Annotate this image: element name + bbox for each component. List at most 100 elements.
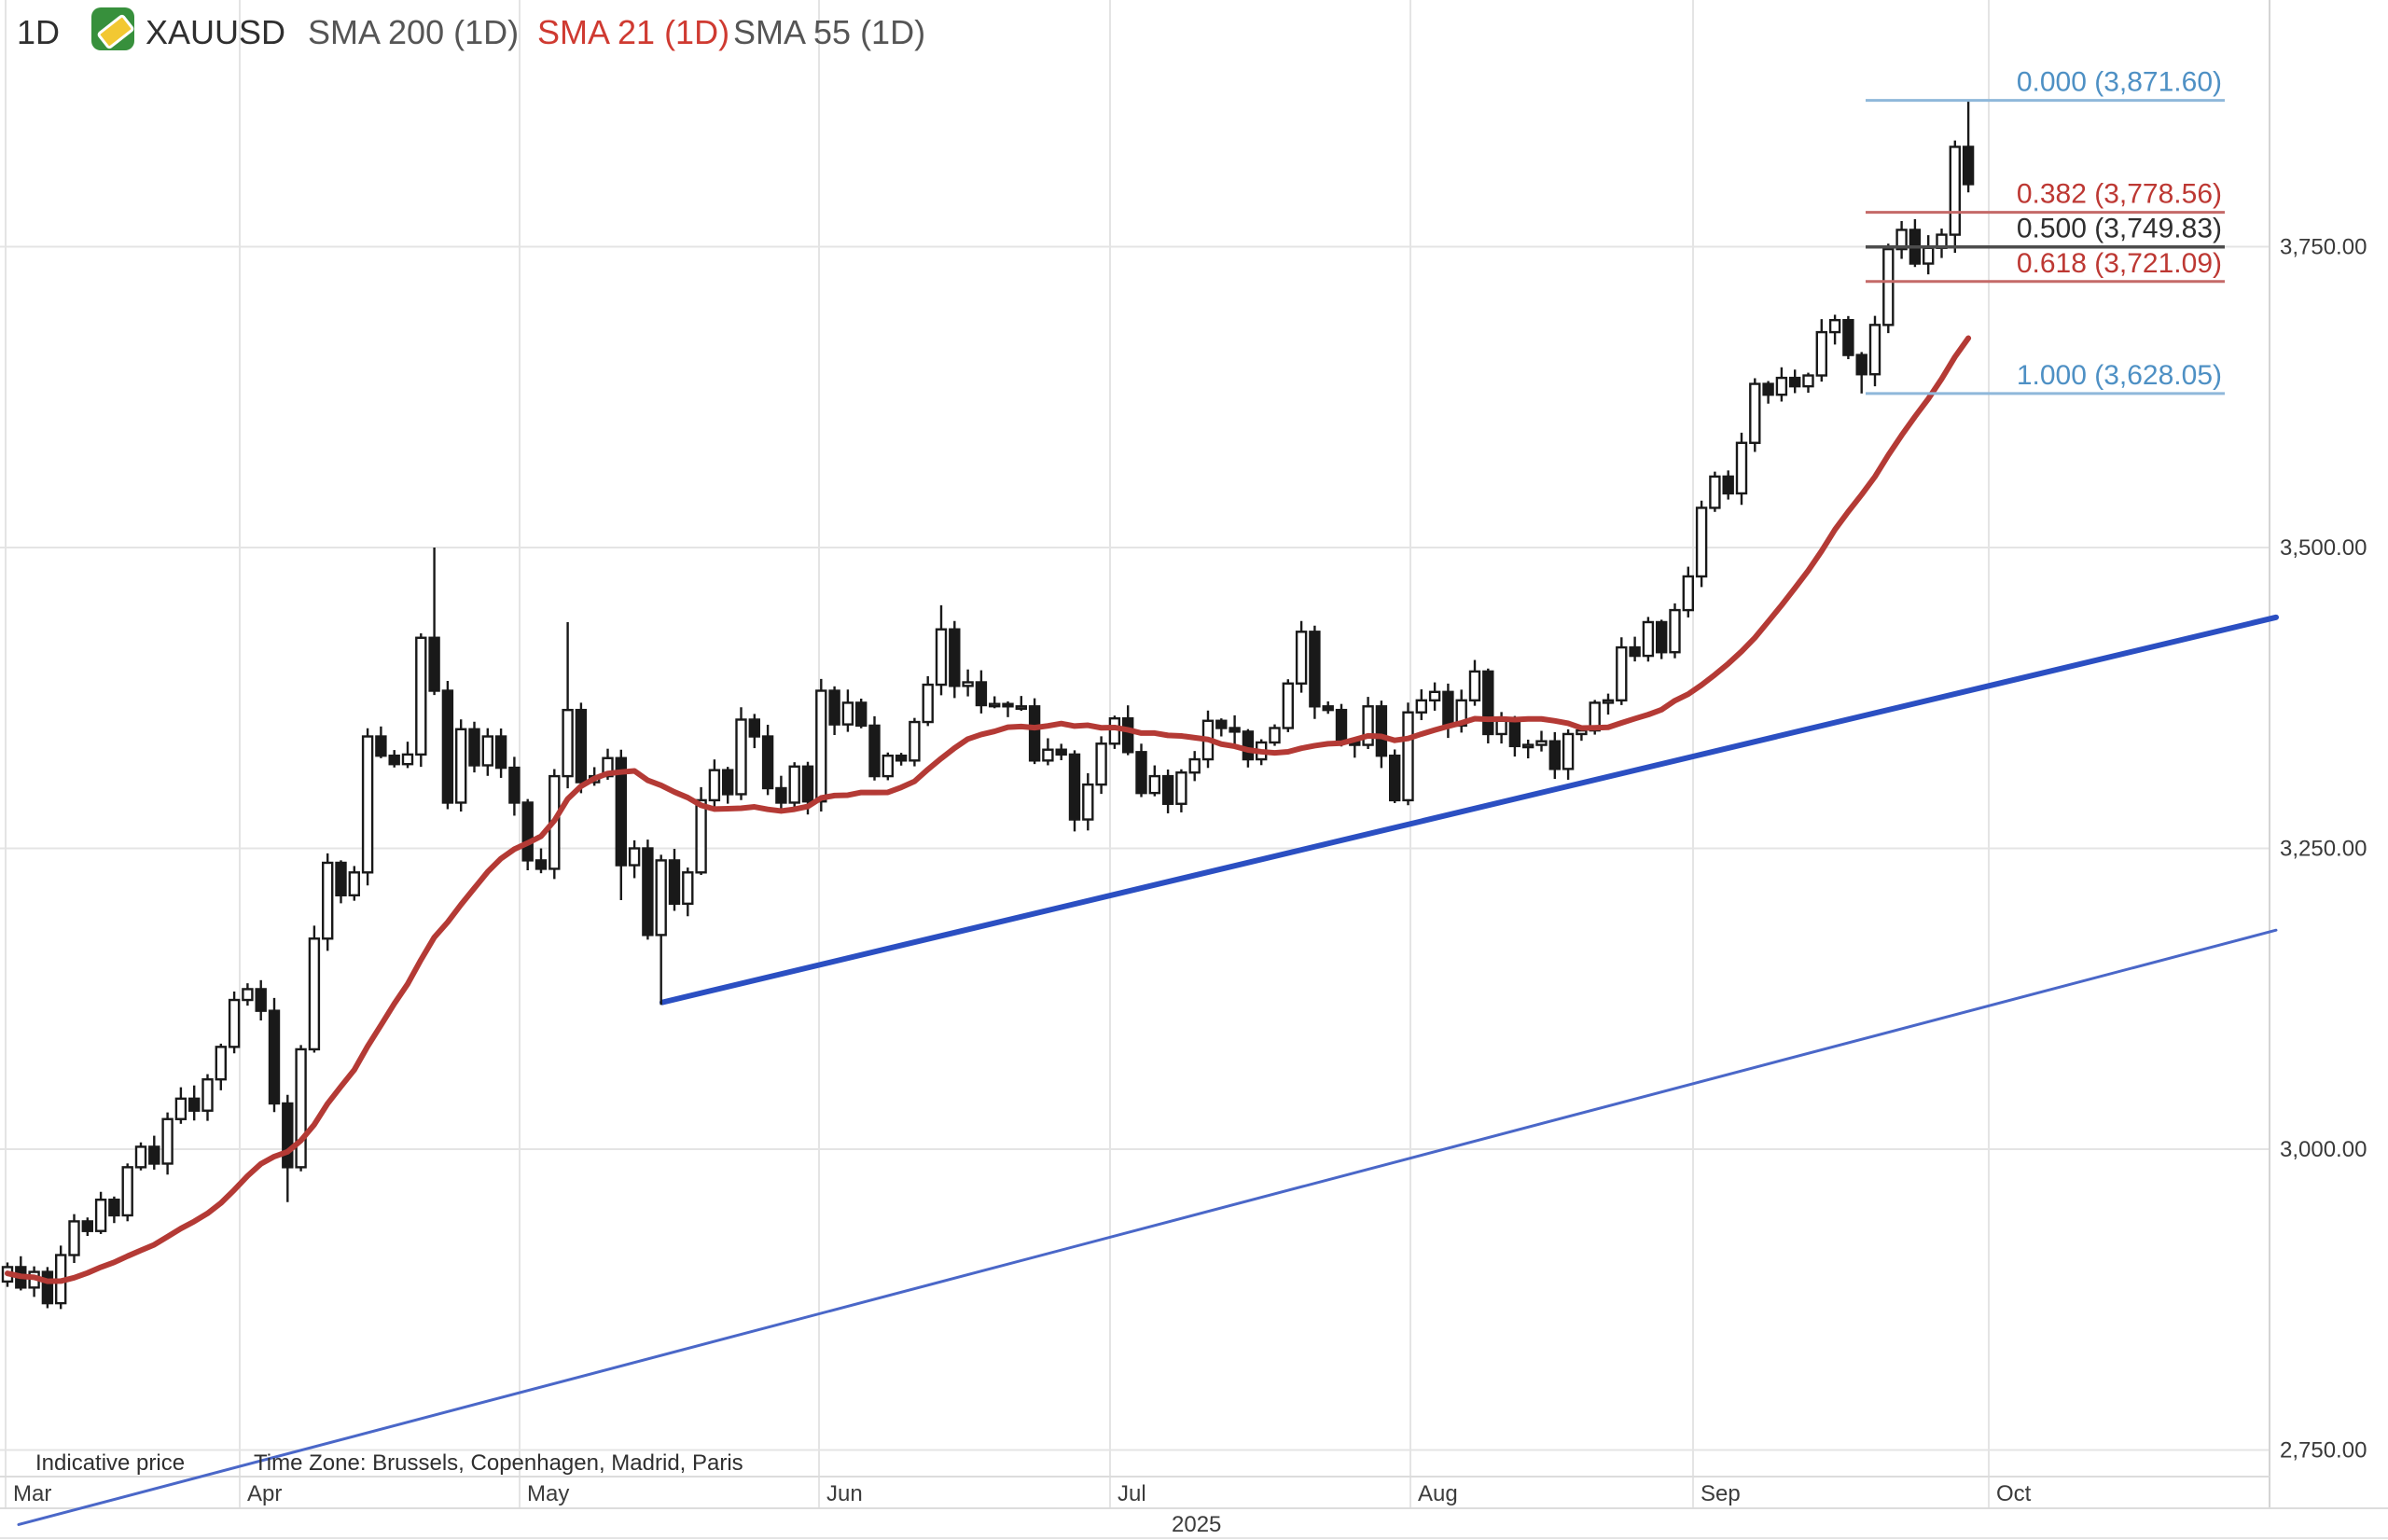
- price-axis-label: 3,750.00: [2280, 235, 2367, 260]
- candle-bullish: [1749, 382, 1761, 444]
- candle-bullish: [1882, 247, 1895, 326]
- candle-bullish: [348, 871, 360, 897]
- timezone-label[interactable]: Time Zone: Brussels, Copenhagen, Madrid,…: [254, 1450, 743, 1476]
- candle-bearish: [148, 1145, 160, 1165]
- candle-bullish: [1108, 716, 1121, 745]
- candle-bearish: [1508, 719, 1521, 748]
- candle-bearish: [575, 708, 588, 784]
- candle-bullish: [655, 859, 667, 936]
- candle-bearish: [1842, 318, 1854, 356]
- minor-uptrend-line[interactable]: [17, 928, 2278, 1526]
- fib-label-0.382[interactable]: 0.382 (3,778.56): [2017, 179, 2222, 210]
- candle-bullish: [1015, 705, 1028, 710]
- timeframe-button[interactable]: 1D: [17, 13, 61, 51]
- candle-bullish: [455, 728, 467, 804]
- candle-bullish: [1562, 732, 1575, 770]
- candle-bearish: [81, 1220, 94, 1232]
- candle-bearish: [868, 724, 881, 778]
- candle-bearish: [428, 636, 440, 692]
- fib-label-1.000[interactable]: 1.000 (3,628.05): [2017, 360, 2222, 391]
- candle-bearish: [108, 1198, 120, 1217]
- candle-bullish: [1521, 743, 1534, 749]
- indicator-sma55-label[interactable]: SMA 55 (1D): [733, 13, 926, 51]
- candle-bearish: [1322, 705, 1334, 712]
- candle-bearish: [335, 861, 347, 897]
- candle-bullish: [94, 1198, 107, 1232]
- candle-bearish: [1028, 705, 1041, 762]
- candle-bearish: [508, 766, 521, 804]
- candle-bearish: [1762, 382, 1774, 396]
- candle-bullish: [1535, 740, 1548, 746]
- candle-bullish: [1695, 506, 1708, 578]
- candle-bullish: [1709, 475, 1721, 509]
- symbol-label[interactable]: XAUUSD: [146, 13, 286, 51]
- candle-bearish: [1068, 753, 1081, 821]
- sma-21-line: [5, 335, 1972, 1284]
- candle-bearish: [1442, 690, 1454, 728]
- candle-bearish: [895, 754, 908, 762]
- candle-bearish: [41, 1270, 54, 1305]
- candle-bearish: [748, 718, 760, 738]
- candle-bullish: [562, 708, 574, 778]
- candle-bearish: [1388, 754, 1401, 802]
- indicator-sma21-label[interactable]: SMA 21 (1D): [537, 13, 730, 51]
- candle-bearish: [1002, 702, 1014, 708]
- candle-bearish: [801, 765, 814, 803]
- candle-bullish: [1428, 690, 1441, 702]
- month-label-jul: Jul: [1118, 1481, 1146, 1506]
- candle-bearish: [1722, 475, 1734, 495]
- candle-bullish: [1576, 728, 1588, 736]
- candle-bullish: [1188, 757, 1201, 774]
- candle-bearish: [761, 735, 774, 790]
- candle-bullish: [682, 871, 694, 906]
- candle-bullish: [815, 689, 827, 803]
- fib-label-0.000[interactable]: 0.000 (3,871.60): [2017, 67, 2222, 98]
- candle-bullish: [882, 754, 894, 778]
- candle-bullish: [201, 1077, 214, 1112]
- fib-label-0.500[interactable]: 0.500 (3,749.83): [2017, 214, 2222, 244]
- candle-bullish: [242, 988, 254, 1002]
- candle-bullish: [121, 1166, 133, 1217]
- candle-bearish: [268, 1009, 281, 1105]
- candle-bearish: [1629, 645, 1641, 658]
- candle-bullish: [1802, 374, 1814, 388]
- candle-bearish: [1375, 705, 1388, 757]
- indicative-price-label: Indicative price: [35, 1450, 186, 1476]
- candle-bearish: [1161, 774, 1174, 805]
- candle-bullish: [1362, 705, 1374, 746]
- candle-bullish: [1828, 318, 1841, 334]
- candle-bullish: [1042, 748, 1054, 762]
- indicator-sma200-label[interactable]: SMA 200 (1D): [308, 13, 520, 51]
- month-label-apr: Apr: [247, 1481, 282, 1506]
- year-label: 2025: [1172, 1512, 1222, 1537]
- candle-bullish: [1682, 575, 1695, 612]
- month-label-may: May: [527, 1481, 569, 1506]
- candle-bullish: [1282, 682, 1295, 729]
- candle-bearish: [388, 754, 400, 766]
- candle-bearish: [1215, 719, 1228, 729]
- candle-bullish: [1868, 324, 1881, 376]
- candle-bearish: [468, 728, 480, 767]
- candle-bullish: [1495, 719, 1507, 736]
- candle-bearish: [1309, 631, 1321, 708]
- candle-bearish: [855, 701, 868, 728]
- candle-bearish: [1548, 740, 1562, 770]
- gold-bar-icon-ingot: [96, 13, 135, 50]
- candle-bearish: [535, 859, 548, 870]
- candle-bullish: [1402, 711, 1414, 802]
- candle-bullish: [1616, 645, 1628, 702]
- candle-bearish: [375, 735, 387, 757]
- candle-bullish: [174, 1097, 187, 1120]
- candle-bearish: [828, 689, 840, 726]
- candle-bullish: [308, 937, 321, 1051]
- candle-bullish: [1815, 330, 1828, 377]
- major-uptrend-line[interactable]: [659, 614, 2279, 1006]
- candle-bullish: [134, 1145, 147, 1169]
- candle-bullish: [1269, 727, 1281, 744]
- fib-label-0.618[interactable]: 0.618 (3,721.09): [2017, 248, 2222, 279]
- candle-bullish: [988, 702, 1001, 708]
- candle-bearish: [494, 735, 507, 770]
- candle-bearish: [1135, 751, 1147, 795]
- candle-bearish: [722, 769, 734, 796]
